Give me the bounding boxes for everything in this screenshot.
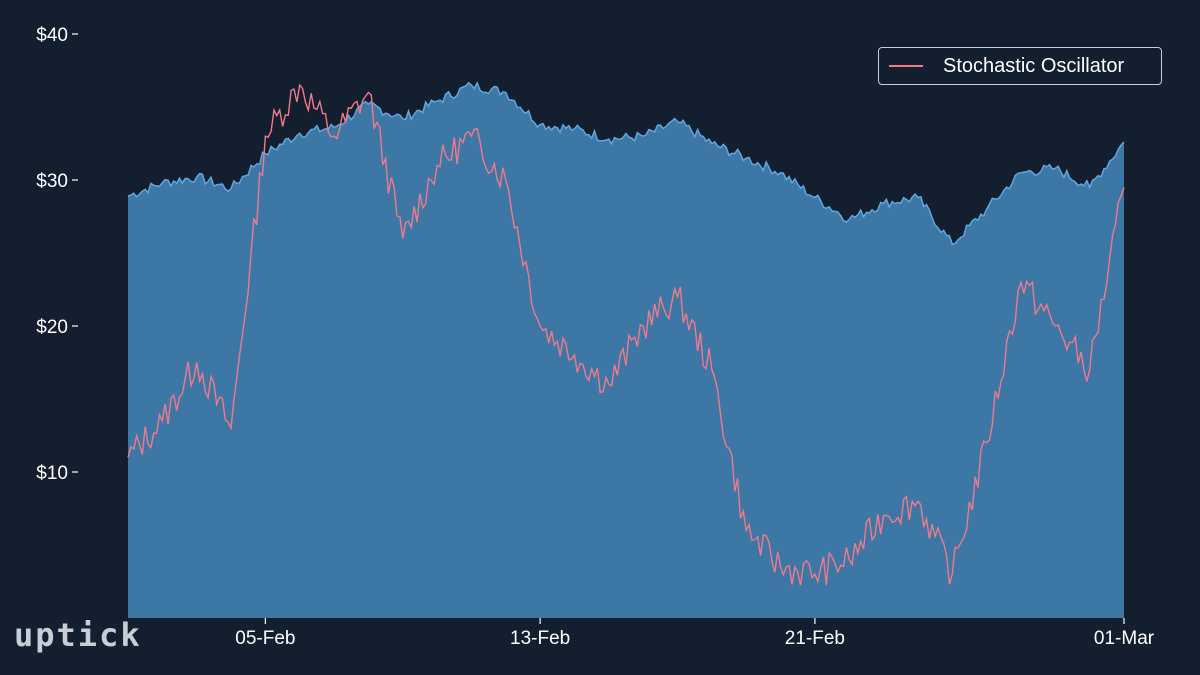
logo: uptick [14, 616, 142, 654]
y-tick-label: $40 [36, 25, 68, 46]
y-tick-label: $10 [36, 463, 68, 484]
y-tick-label: $20 [36, 317, 68, 338]
y-tick-label: $30 [36, 171, 68, 192]
y-axis: $10 $20 $30 $40 [36, 25, 78, 484]
x-axis: 05-Feb 13-Feb 21-Feb 01-Mar [235, 618, 1155, 649]
legend-label: Stochastic Oscillator [943, 54, 1125, 77]
legend-swatch [889, 65, 923, 67]
stochastic-oscillator-line [127, 83, 1125, 586]
x-tick-label: 05-Feb [235, 628, 295, 649]
x-tick-label: 13-Feb [510, 628, 570, 649]
x-tick-label: 01-Mar [1094, 628, 1155, 649]
price-line [127, 81, 1125, 246]
x-tick-label: 21-Feb [785, 628, 845, 649]
legend: Stochastic Oscillator [878, 47, 1162, 85]
price-area [128, 82, 1124, 618]
